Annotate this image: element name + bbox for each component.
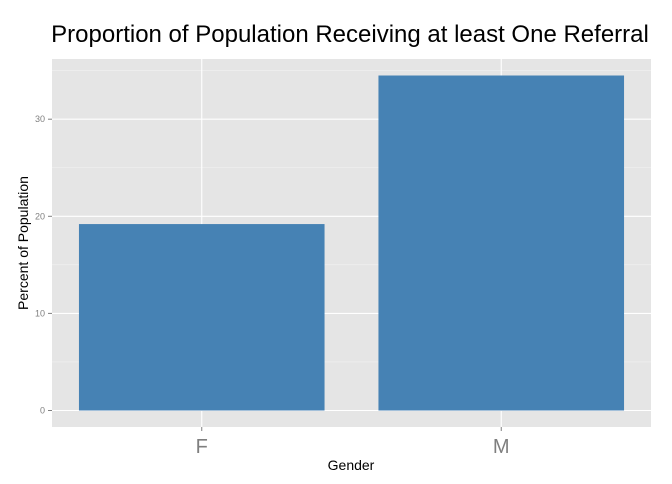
y-axis-title: Percent of Population xyxy=(15,176,31,310)
chart-title: Proportion of Population Receiving at le… xyxy=(51,21,649,48)
bars xyxy=(78,75,625,411)
y-tick-label: 0 xyxy=(40,405,45,415)
bar-m xyxy=(378,75,625,411)
axis-ticks: 0 10 20 30 F M xyxy=(35,114,510,458)
y-tick-label: 10 xyxy=(35,308,45,318)
x-tick-label: F xyxy=(196,436,208,458)
y-tick-label: 20 xyxy=(35,211,45,221)
x-tick-label: M xyxy=(493,436,510,458)
x-axis-title: Gender xyxy=(328,457,375,473)
bar-f xyxy=(78,224,325,411)
y-tick-label: 30 xyxy=(35,114,45,124)
